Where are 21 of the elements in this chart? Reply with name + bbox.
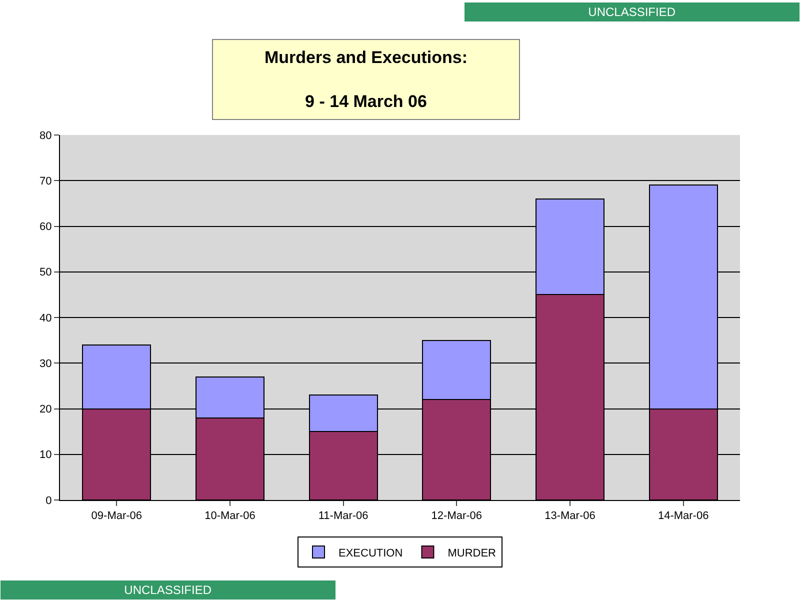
chart-title: Murders and Executions: (264, 48, 468, 67)
x-tick-label: 13-Mar-06 (544, 510, 596, 522)
legend-label: MURDER (448, 547, 496, 560)
y-tick-label: 70 (40, 175, 52, 188)
text: UNCLASSIFIED (124, 583, 212, 597)
legend-label: EXECUTION (338, 547, 403, 560)
y-tick-label: 80 (40, 130, 52, 142)
y-tick-label: 0 (46, 494, 52, 507)
x-tick-label: 09-Mar-06 (91, 510, 142, 522)
x-tick-label: 14-Mar-06 (658, 510, 709, 522)
y-tick-label: 10 (40, 449, 52, 462)
chart-subtitle: 9 - 14 March 06 (305, 92, 427, 112)
y-tick-label: 20 (40, 404, 52, 416)
y-tick-label: 40 (40, 312, 52, 324)
y-tick-label: 30 (40, 358, 52, 370)
x-tick-label: 10-Mar-06 (204, 510, 256, 522)
text: UNCLASSIFIED (588, 5, 676, 19)
y-tick-label: 60 (40, 221, 52, 234)
x-tick-label: 12-Mar-06 (431, 510, 482, 522)
x-tick-label: 11-Mar-06 (318, 510, 368, 522)
y-tick-label: 50 (40, 266, 52, 279)
